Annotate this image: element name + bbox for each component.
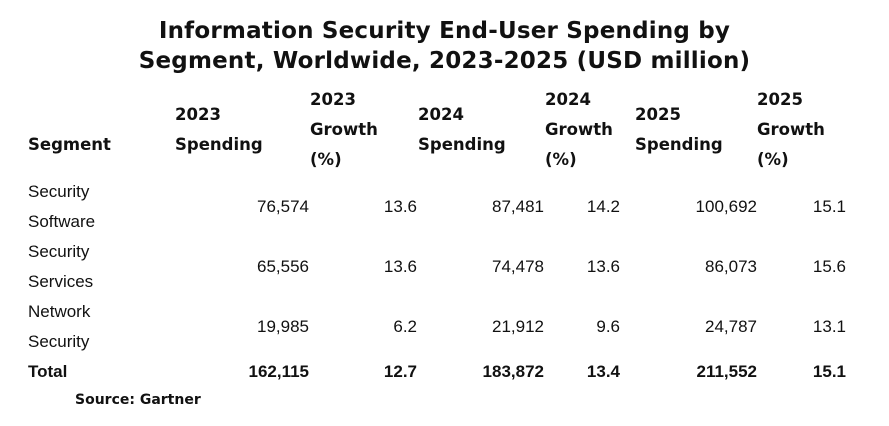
header-2024-growth: 2024 Growth (%) — [545, 85, 613, 175]
table-cell: 15.1 — [812, 197, 846, 216]
header-text: 2023 — [310, 90, 356, 109]
header-2023-growth: 2023 Growth (%) — [310, 85, 378, 175]
total-label: Total — [28, 362, 68, 381]
header-text: (%) — [757, 150, 789, 169]
segment-label-line: Security — [28, 182, 90, 201]
header-text: Spending — [175, 135, 263, 154]
header-2024-spending: 2024 Spending — [418, 100, 506, 160]
total-cell: 12.7 — [383, 362, 417, 381]
header-text: (%) — [545, 150, 577, 169]
segment-label-line: Security — [28, 332, 90, 351]
table-cell: 21,912 — [492, 317, 544, 336]
segment-label: Network Security — [28, 297, 90, 357]
total-cell: 15.1 — [812, 362, 846, 381]
segment-label-line: Network — [28, 302, 91, 321]
header-text: Segment — [28, 135, 111, 154]
header-2025-spending: 2025 Spending — [635, 100, 723, 160]
table-cell: 76,574 — [257, 197, 309, 216]
segment-label-line: Services — [28, 272, 94, 291]
table-cell: 87,481 — [492, 197, 544, 216]
header-text: Growth — [545, 120, 613, 139]
table-title: Information Security End-User Spending b… — [0, 16, 889, 76]
segment-label: Security Software — [28, 177, 95, 237]
source-note: Source: Gartner — [75, 392, 201, 408]
total-cell: 211,552 — [696, 362, 757, 381]
header-text: Growth — [310, 120, 378, 139]
table-cell: 13.1 — [812, 317, 846, 336]
table-cell: 24,787 — [705, 317, 757, 336]
header-text: 2024 — [545, 90, 591, 109]
title-line-2: Segment, Worldwide, 2023-2025 (USD milli… — [138, 48, 751, 74]
total-cell: 162,115 — [248, 362, 309, 381]
table-cell: 19,985 — [257, 317, 309, 336]
header-text: 2023 — [175, 105, 221, 124]
title-line-1: Information Security End-User Spending b… — [158, 18, 731, 44]
header-text: Spending — [418, 135, 506, 154]
total-cell: 183,872 — [482, 362, 544, 381]
header-text: 2025 — [635, 105, 681, 124]
table-cell: 74,478 — [492, 257, 544, 276]
table-cell: 86,073 — [705, 257, 757, 276]
header-2023-spending: 2023 Spending — [175, 100, 263, 160]
header-text: Spending — [635, 135, 723, 154]
table-cell: 13.6 — [383, 197, 417, 216]
table-cell: 9.6 — [596, 317, 620, 336]
header-text: 2024 — [418, 105, 464, 124]
table-cell: 13.6 — [383, 257, 417, 276]
table-cell: 6.2 — [393, 317, 417, 336]
segment-label: Security Services — [28, 237, 93, 297]
table-cell: 65,556 — [257, 257, 309, 276]
header-text: Growth — [757, 120, 825, 139]
header-segment: Segment — [28, 130, 111, 160]
table-cell: 15.6 — [812, 257, 846, 276]
header-text: (%) — [310, 150, 342, 169]
header-text: 2025 — [757, 90, 803, 109]
table-cell: 14.2 — [586, 197, 620, 216]
total-cell: 13.4 — [586, 362, 620, 381]
table-cell: 100,692 — [695, 197, 757, 216]
table-cell: 13.6 — [586, 257, 620, 276]
segment-label-line: Software — [28, 212, 96, 231]
header-2025-growth: 2025 Growth (%) — [757, 85, 825, 175]
segment-label-line: Security — [28, 242, 90, 261]
